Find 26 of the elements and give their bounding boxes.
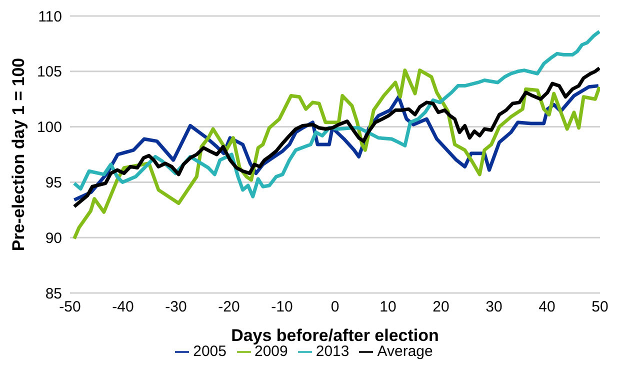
- y-tick-label: 90: [45, 230, 62, 247]
- x-tick-label: 10: [380, 298, 396, 316]
- legend-label: Average: [377, 343, 433, 360]
- line-series: [72, 66, 600, 208]
- y-axis-title: Pre-election day 1 = 100: [9, 58, 28, 252]
- x-tick-label: 0: [330, 298, 340, 316]
- y-tick-label: 110: [38, 8, 62, 26]
- y-tick-label: 85: [45, 285, 62, 302]
- x-tick-label: 20: [432, 298, 450, 316]
- x-tick-label: -10: [271, 298, 293, 316]
- legend-label: 2005: [193, 343, 226, 360]
- y-tick-label: 95: [45, 174, 62, 192]
- line-series: [72, 68, 600, 240]
- x-tick-label: 40: [538, 298, 556, 316]
- x-tick-label: -30: [165, 298, 187, 316]
- x-tick-label: -20: [218, 298, 240, 316]
- line-series: [72, 30, 600, 198]
- x-tick-label: 50: [592, 298, 608, 316]
- y-tick-label: 105: [36, 64, 62, 81]
- legend-label: 2013: [316, 343, 350, 360]
- x-tick-label: 30: [486, 298, 502, 316]
- x-tick-label: -50: [59, 298, 81, 316]
- x-tick-label: -40: [112, 298, 134, 316]
- y-tick-label: 100: [36, 119, 62, 136]
- legend-label: 2009: [254, 343, 288, 360]
- x-axis-title: Days before/after election: [231, 326, 439, 345]
